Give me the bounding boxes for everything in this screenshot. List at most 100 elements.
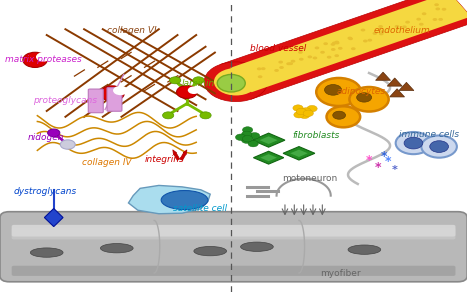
Circle shape — [236, 134, 246, 140]
FancyBboxPatch shape — [12, 266, 456, 276]
Text: dystroglycans: dystroglycans — [14, 187, 77, 196]
Text: satellite cell: satellite cell — [173, 204, 227, 213]
Ellipse shape — [348, 245, 381, 254]
Circle shape — [258, 75, 263, 78]
Circle shape — [163, 112, 174, 119]
Circle shape — [396, 132, 431, 154]
Circle shape — [434, 3, 439, 6]
Circle shape — [356, 93, 372, 102]
Circle shape — [249, 133, 260, 139]
Circle shape — [293, 105, 303, 111]
Circle shape — [170, 77, 181, 84]
Circle shape — [288, 62, 293, 65]
Circle shape — [60, 140, 75, 149]
Polygon shape — [260, 136, 278, 144]
Circle shape — [378, 25, 383, 28]
Polygon shape — [399, 82, 414, 91]
Circle shape — [347, 36, 352, 39]
Ellipse shape — [194, 246, 227, 256]
Circle shape — [320, 51, 325, 54]
Polygon shape — [45, 208, 63, 227]
Text: endothelium: endothelium — [374, 26, 430, 35]
Circle shape — [177, 86, 197, 98]
Circle shape — [193, 77, 204, 84]
Polygon shape — [220, 0, 474, 99]
Circle shape — [286, 62, 291, 65]
Circle shape — [436, 7, 440, 10]
Circle shape — [351, 47, 356, 50]
Ellipse shape — [241, 242, 273, 251]
Circle shape — [419, 23, 424, 26]
Text: nidogen: nidogen — [28, 133, 64, 142]
Circle shape — [363, 39, 368, 42]
Circle shape — [335, 41, 339, 44]
Ellipse shape — [100, 244, 133, 253]
Circle shape — [422, 12, 427, 15]
Text: laminin: laminin — [182, 79, 216, 88]
Circle shape — [331, 48, 336, 51]
Circle shape — [274, 69, 279, 72]
Circle shape — [291, 60, 295, 63]
Circle shape — [361, 29, 365, 32]
Polygon shape — [375, 72, 391, 80]
Circle shape — [100, 86, 124, 101]
Circle shape — [395, 25, 399, 28]
Circle shape — [327, 56, 331, 59]
Circle shape — [214, 68, 258, 95]
Circle shape — [303, 110, 313, 117]
Text: immune cells: immune cells — [400, 130, 459, 139]
FancyBboxPatch shape — [88, 89, 103, 113]
Circle shape — [404, 137, 423, 149]
Text: *: * — [366, 154, 372, 167]
Ellipse shape — [30, 248, 63, 257]
FancyBboxPatch shape — [0, 212, 467, 282]
Circle shape — [242, 131, 252, 138]
Text: adipocytes: adipocytes — [337, 88, 385, 96]
Polygon shape — [252, 133, 285, 147]
Circle shape — [367, 39, 372, 42]
Circle shape — [23, 52, 47, 67]
Circle shape — [316, 78, 361, 106]
Circle shape — [405, 21, 410, 24]
Circle shape — [308, 55, 312, 58]
Circle shape — [373, 32, 377, 35]
Text: *: * — [381, 150, 387, 163]
Ellipse shape — [161, 191, 208, 210]
Circle shape — [313, 57, 317, 60]
Circle shape — [330, 43, 335, 46]
Circle shape — [298, 51, 303, 54]
Circle shape — [348, 37, 353, 40]
Circle shape — [433, 18, 437, 21]
Circle shape — [438, 18, 443, 21]
Circle shape — [301, 108, 311, 114]
Text: proteoglycans: proteoglycans — [33, 96, 97, 105]
Polygon shape — [230, 0, 471, 92]
Circle shape — [379, 32, 383, 35]
Circle shape — [242, 135, 253, 142]
Circle shape — [48, 129, 60, 137]
Text: blood vessel: blood vessel — [250, 44, 306, 53]
Text: myofiber: myofiber — [320, 269, 361, 277]
Circle shape — [248, 140, 258, 147]
Text: integrins: integrins — [145, 155, 184, 164]
Polygon shape — [290, 150, 308, 157]
Circle shape — [242, 137, 252, 143]
Circle shape — [300, 112, 310, 119]
Circle shape — [279, 66, 284, 69]
Circle shape — [430, 141, 448, 152]
Polygon shape — [283, 147, 315, 160]
Circle shape — [204, 62, 268, 102]
Polygon shape — [128, 185, 210, 214]
Circle shape — [442, 8, 447, 11]
Text: motoneuron: motoneuron — [283, 174, 338, 182]
Circle shape — [299, 58, 304, 61]
FancyBboxPatch shape — [12, 228, 456, 239]
Polygon shape — [387, 78, 402, 86]
Circle shape — [323, 42, 328, 45]
Circle shape — [36, 52, 51, 62]
Circle shape — [261, 67, 265, 70]
Circle shape — [332, 41, 337, 44]
Circle shape — [338, 47, 343, 50]
Circle shape — [296, 108, 307, 115]
Circle shape — [333, 111, 346, 119]
